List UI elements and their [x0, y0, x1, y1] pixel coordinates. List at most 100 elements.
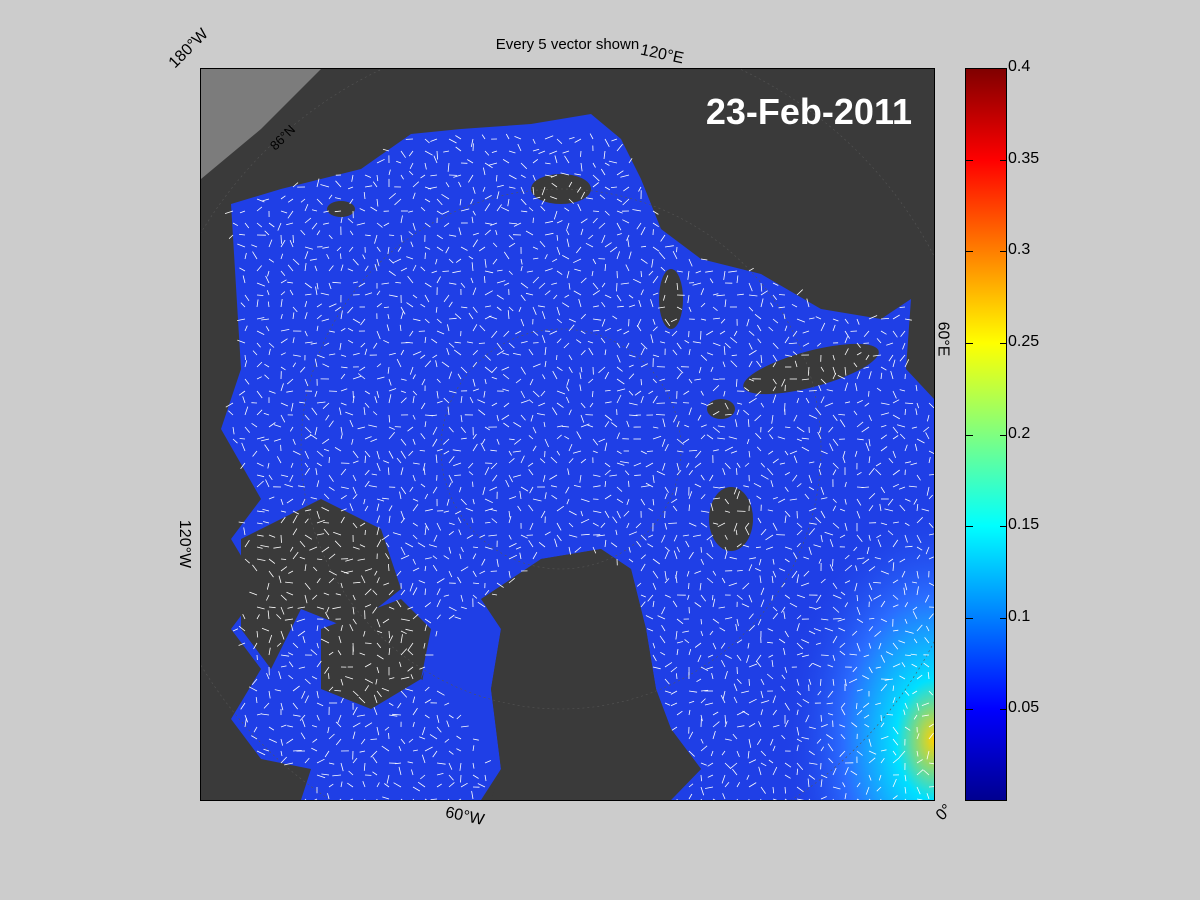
vector-arrow: [784, 786, 786, 794]
vector-arrow: [760, 298, 764, 308]
vector-arrow: [508, 242, 516, 248]
vector-arrow: [376, 690, 382, 698]
vector-arrow: [873, 594, 882, 600]
vector-arrow: [316, 558, 323, 560]
vector-arrow: [748, 498, 751, 505]
vector-arrow: [448, 606, 457, 612]
colorbar-tick-label: 0.1: [1008, 607, 1031, 625]
vector-arrow: [528, 504, 534, 512]
vector-arrow: [592, 546, 597, 554]
vector-arrow: [832, 498, 837, 503]
vector-arrow: [580, 414, 585, 423]
vector-arrow: [508, 438, 515, 441]
vector-arrow: [323, 522, 330, 524]
vector-arrow: [315, 286, 318, 296]
vector-arrow: [880, 434, 888, 440]
vector-arrow: [892, 726, 899, 735]
vector-arrow: [712, 306, 718, 312]
vector-arrow: [448, 234, 457, 237]
vector-arrow: [601, 301, 606, 308]
vector-arrow: [684, 639, 690, 644]
vector-arrow: [916, 750, 919, 757]
vector-arrow: [412, 707, 418, 716]
vector-arrow: [446, 347, 450, 356]
vector-arrow: [608, 160, 618, 164]
vector-arrow: [412, 462, 420, 465]
vector-arrow: [721, 774, 726, 784]
colorbar-tick-label: 0.05: [1008, 699, 1040, 717]
vector-arrow: [267, 462, 270, 469]
vector-arrow: [241, 442, 246, 452]
vector-arrow: [528, 348, 534, 356]
vector-arrow: [616, 462, 625, 466]
vector-arrow: [755, 654, 762, 663]
vector-arrow: [844, 348, 849, 356]
vector-arrow: [840, 591, 846, 596]
vector-arrow: [388, 414, 391, 423]
vector-arrow: [801, 437, 810, 440]
vector-arrow: [287, 606, 294, 609]
vector-arrow: [760, 282, 763, 292]
vector-arrow: [747, 642, 750, 649]
vector-arrow: [628, 402, 638, 406]
vector-arrow: [664, 330, 670, 334]
vector-arrow: [904, 545, 913, 548]
vector-arrow: [868, 534, 871, 541]
vector-arrow: [888, 354, 894, 362]
vector-arrow: [736, 293, 744, 296]
vector-arrow: [671, 726, 678, 731]
vector-arrow: [832, 354, 835, 361]
vector-arrow: [376, 198, 379, 207]
vector-arrow: [736, 275, 739, 284]
vector-arrow: [736, 639, 743, 644]
vector-arrow: [544, 268, 553, 272]
vector-arrow: [448, 390, 457, 394]
vector-arrow: [472, 186, 476, 194]
vector-arrow: [719, 330, 726, 335]
vector-arrow: [640, 378, 642, 386]
vector-arrow: [757, 517, 762, 524]
vector-arrow: [772, 362, 777, 368]
vector-arrow: [556, 425, 563, 428]
vector-arrow: [529, 486, 534, 494]
vector-arrow: [284, 618, 294, 621]
vector-arrow: [720, 642, 726, 649]
vector-arrow: [532, 498, 542, 502]
vector-arrow: [592, 438, 599, 446]
vector-arrow: [560, 172, 570, 176]
vector-arrow: [686, 462, 690, 468]
colorbar-tick-mark: [966, 68, 973, 69]
vector-arrow: [316, 325, 319, 332]
colorbar-tick-mark: [966, 434, 973, 436]
vector-arrow: [640, 258, 648, 264]
vector-arrow: [568, 282, 571, 290]
vector-arrow: [442, 270, 450, 272]
vector-arrow: [609, 474, 618, 477]
vector-arrow: [742, 710, 750, 716]
vector-arrow: [406, 302, 414, 308]
vector-arrow: [419, 736, 426, 740]
vector-arrow: [697, 414, 702, 421]
vector-arrow: [383, 582, 390, 586]
vector-arrow: [238, 390, 246, 396]
vector-arrow: [424, 282, 432, 288]
vector-arrow: [452, 449, 462, 452]
vector-arrow: [688, 504, 690, 512]
vector-arrow: [911, 426, 918, 429]
vector-arrow: [832, 462, 839, 469]
vector-arrow: [910, 462, 918, 466]
vector-arrow: [309, 546, 318, 551]
vector-arrow: [400, 486, 407, 495]
vector-arrow: [694, 378, 702, 381]
vector-arrow: [262, 508, 270, 512]
vector-arrow: [880, 402, 890, 405]
vector-arrow: [243, 527, 246, 536]
vector-arrow: [712, 378, 719, 380]
vector-arrow: [854, 582, 858, 592]
vector-arrow: [376, 390, 380, 398]
vector-arrow: [268, 239, 273, 248]
vector-arrow: [412, 534, 418, 540]
vector-arrow: [228, 410, 234, 416]
vector-arrow: [544, 254, 548, 260]
vector-arrow: [724, 342, 731, 349]
